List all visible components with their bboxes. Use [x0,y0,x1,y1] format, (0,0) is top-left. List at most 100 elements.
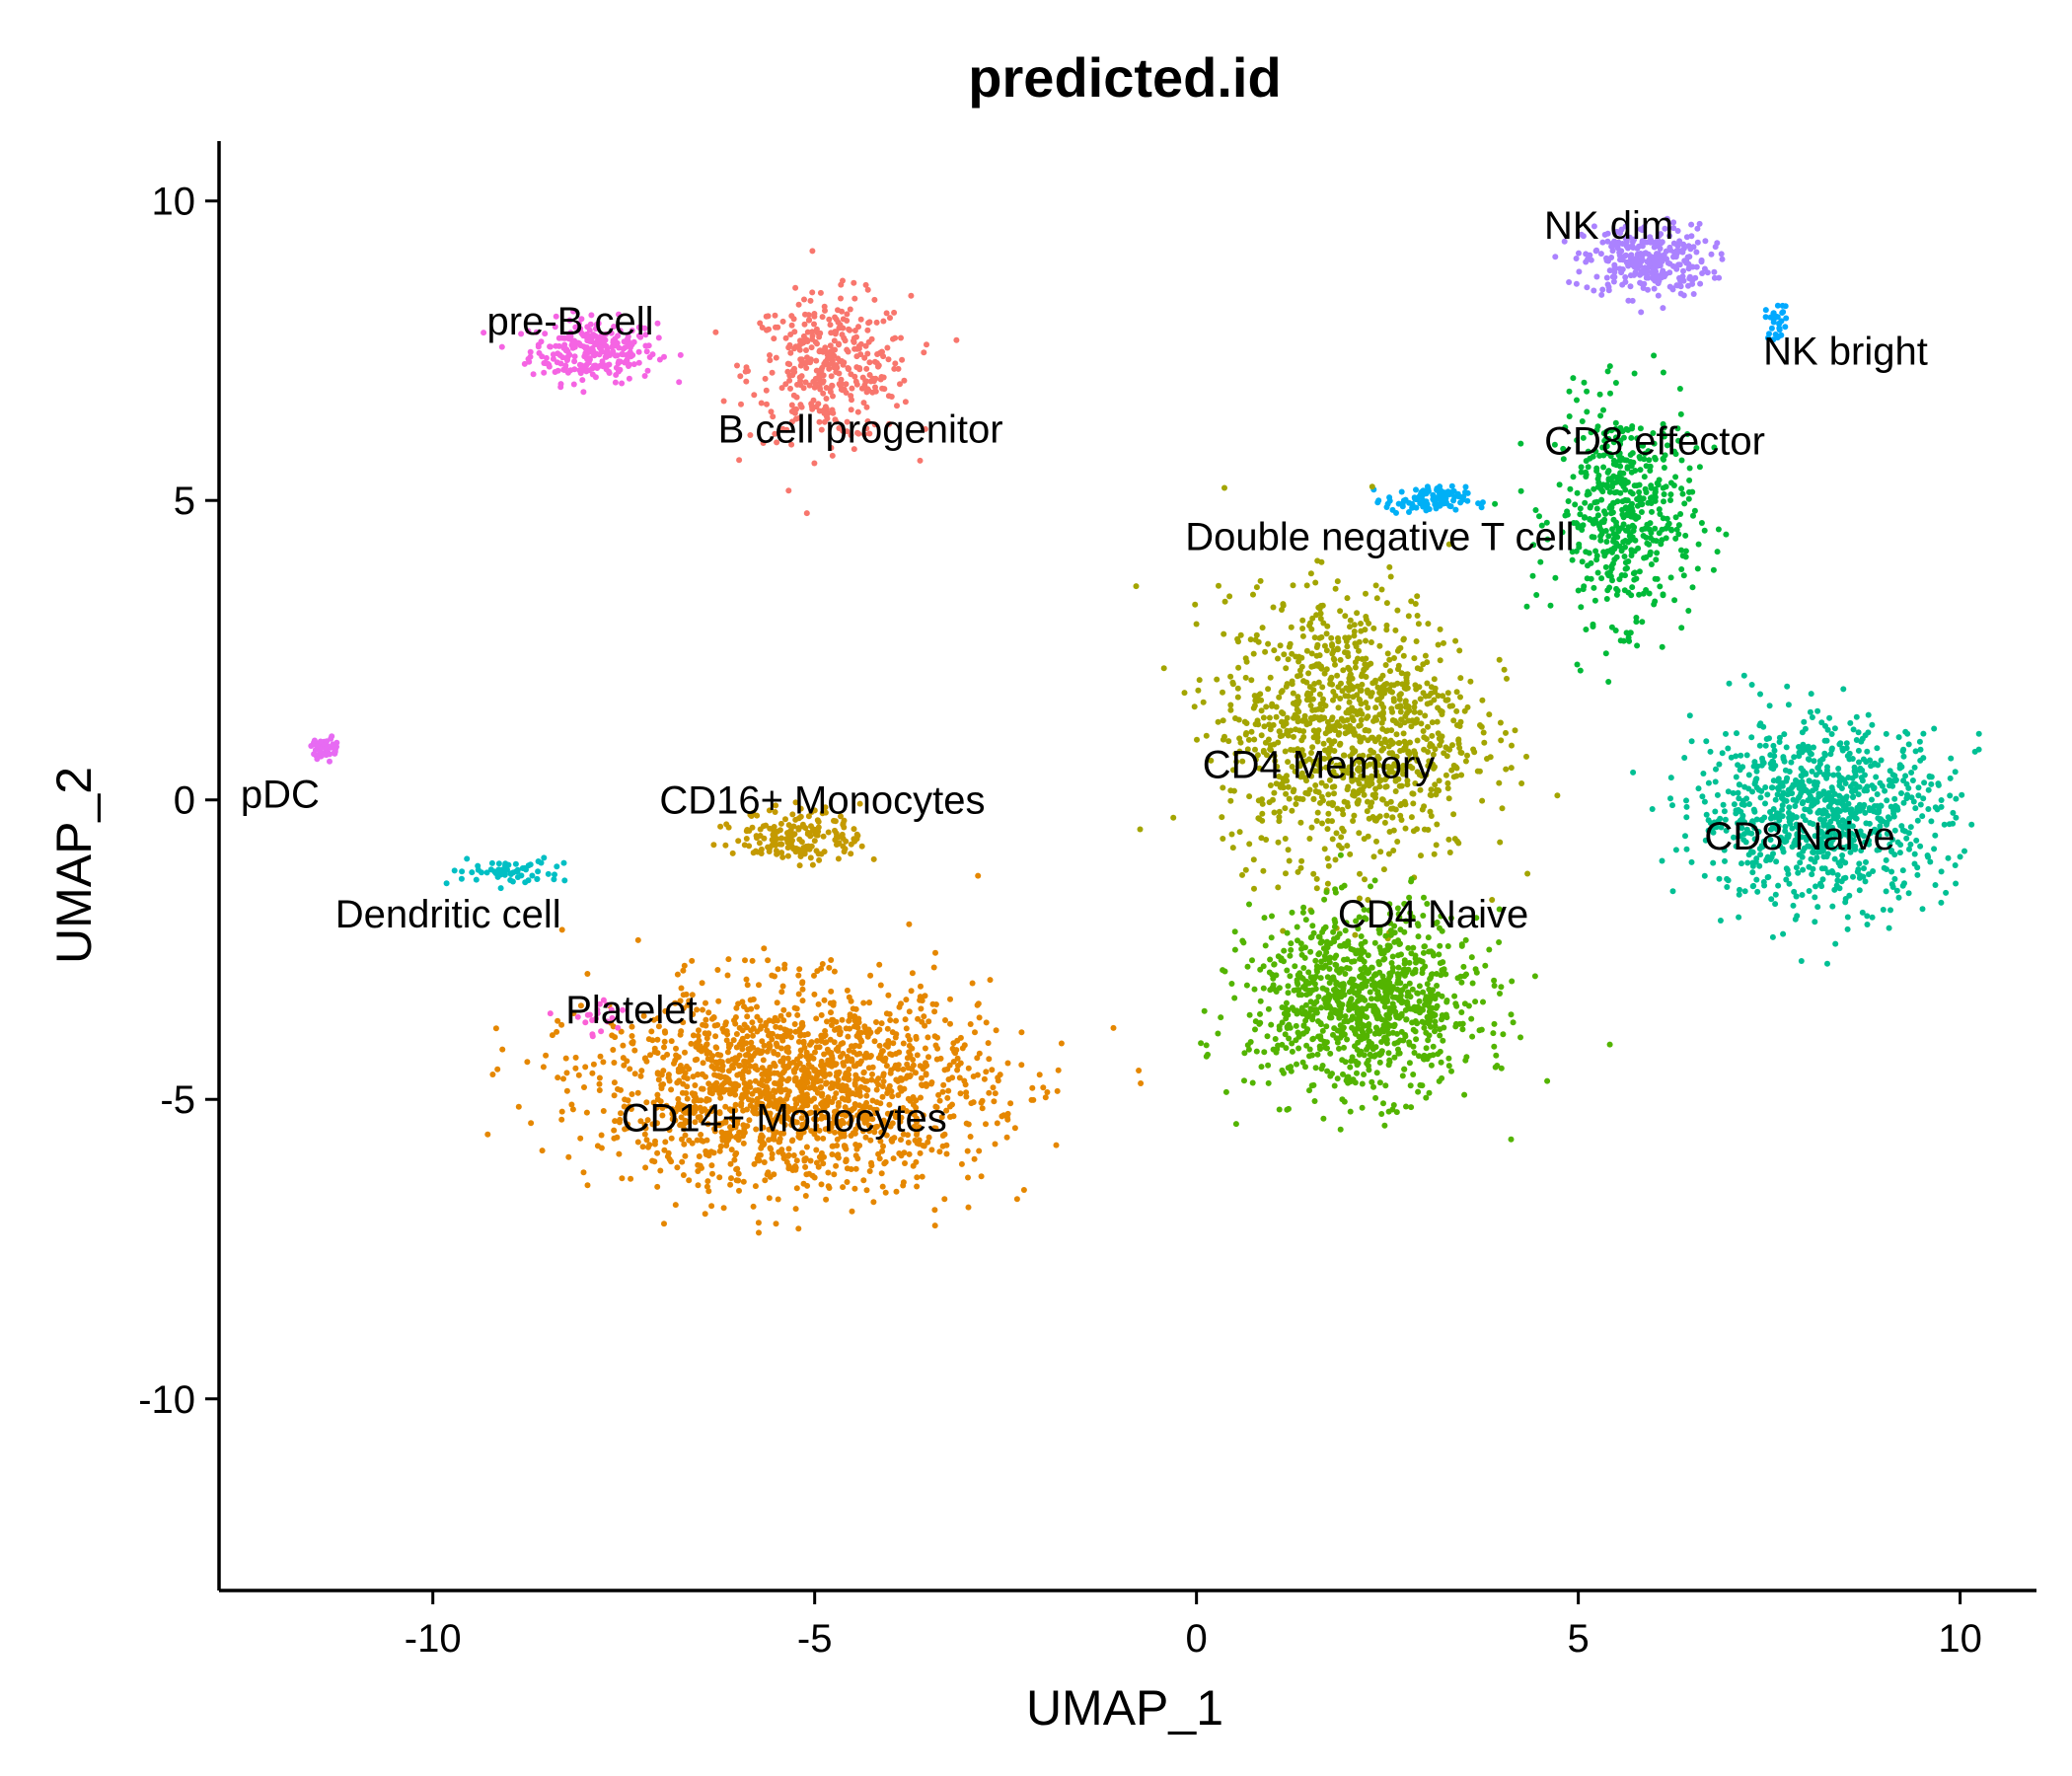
data-point [635,359,642,366]
data-point [1276,694,1283,701]
data-point [795,301,802,308]
data-point [1703,738,1710,745]
data-point [1291,733,1296,740]
data-point [1364,714,1370,721]
data-point [1677,277,1683,284]
data-point [1358,687,1365,694]
data-point [600,363,607,370]
data-point [1458,772,1465,778]
data-point [1523,603,1530,610]
data-point [1350,976,1357,983]
data-point [1593,247,1600,254]
data-point [1265,1079,1272,1086]
data-point [1651,440,1658,447]
data-point [1818,865,1825,872]
data-point [831,364,838,371]
data-point [1421,943,1428,950]
data-point [796,414,803,421]
data-point [599,358,606,365]
data-point [1347,988,1354,995]
data-point [1266,721,1273,728]
data-point [1834,877,1841,884]
data-point [1921,779,1928,786]
data-point [1432,781,1439,788]
data-point [1391,655,1397,661]
data-point [1669,286,1676,293]
data-point [1726,680,1733,687]
data-point [1339,825,1346,832]
data-point [1322,924,1329,930]
data-point [1138,1080,1145,1086]
data-point [1668,527,1675,534]
data-point [1636,243,1642,250]
data-point [1760,879,1767,885]
data-point [1363,916,1369,923]
data-point [1214,676,1221,683]
data-point [612,379,619,386]
data-point [620,351,627,358]
data-point [1303,692,1310,699]
data-point [1276,774,1283,779]
data-point [1675,531,1682,538]
data-point [1268,1021,1275,1028]
data-point [1191,703,1198,710]
data-point [1649,494,1655,501]
data-point [1397,802,1404,809]
data-point [844,311,851,318]
data-point [1907,824,1914,831]
data-point [1405,717,1412,724]
data-point [1437,1026,1443,1033]
data-point [1609,248,1616,255]
data-point [1220,736,1226,743]
data-point [1381,819,1388,826]
data-point [1274,764,1281,770]
data-point [1569,556,1576,563]
data-point [1402,825,1409,832]
data-point [1341,992,1348,999]
data-point [775,1196,781,1203]
data-point [1377,676,1384,682]
data-point [1661,465,1667,471]
data-point [1384,999,1390,1004]
data-point [1576,250,1582,257]
data-point [1667,491,1674,498]
data-point [1828,868,1835,874]
data-point [1303,777,1309,784]
data-point [1593,556,1600,563]
data-point [1273,703,1280,710]
data-point [821,418,828,425]
data-point [1228,831,1235,838]
data-point [1611,268,1618,275]
data-point [1556,481,1563,488]
data-point [1329,723,1336,730]
data-point [1365,737,1371,744]
data-point [1640,267,1647,274]
data-point [1604,238,1611,245]
data-point [1437,1048,1443,1055]
data-point [1352,931,1359,938]
data-point [1694,565,1701,572]
data-point [1598,291,1605,298]
data-point [1952,862,1959,868]
data-point [772,430,778,437]
data-point [1865,711,1872,718]
data-point [583,361,590,368]
data-point [1397,940,1403,947]
data-point [1422,712,1429,719]
data-point [1667,574,1674,581]
data-point [1425,934,1432,941]
data-point [1807,777,1813,784]
data-point [1250,591,1256,598]
data-point [1243,982,1250,989]
data-point [1310,734,1317,741]
data-point [1782,303,1789,310]
data-point [1421,1056,1428,1063]
data-point [1809,871,1815,878]
data-point [1371,986,1378,993]
data-point [1496,906,1503,913]
data-point [1394,680,1401,687]
data-point [1612,419,1619,426]
data-point [1708,251,1715,258]
data-point [857,316,864,323]
